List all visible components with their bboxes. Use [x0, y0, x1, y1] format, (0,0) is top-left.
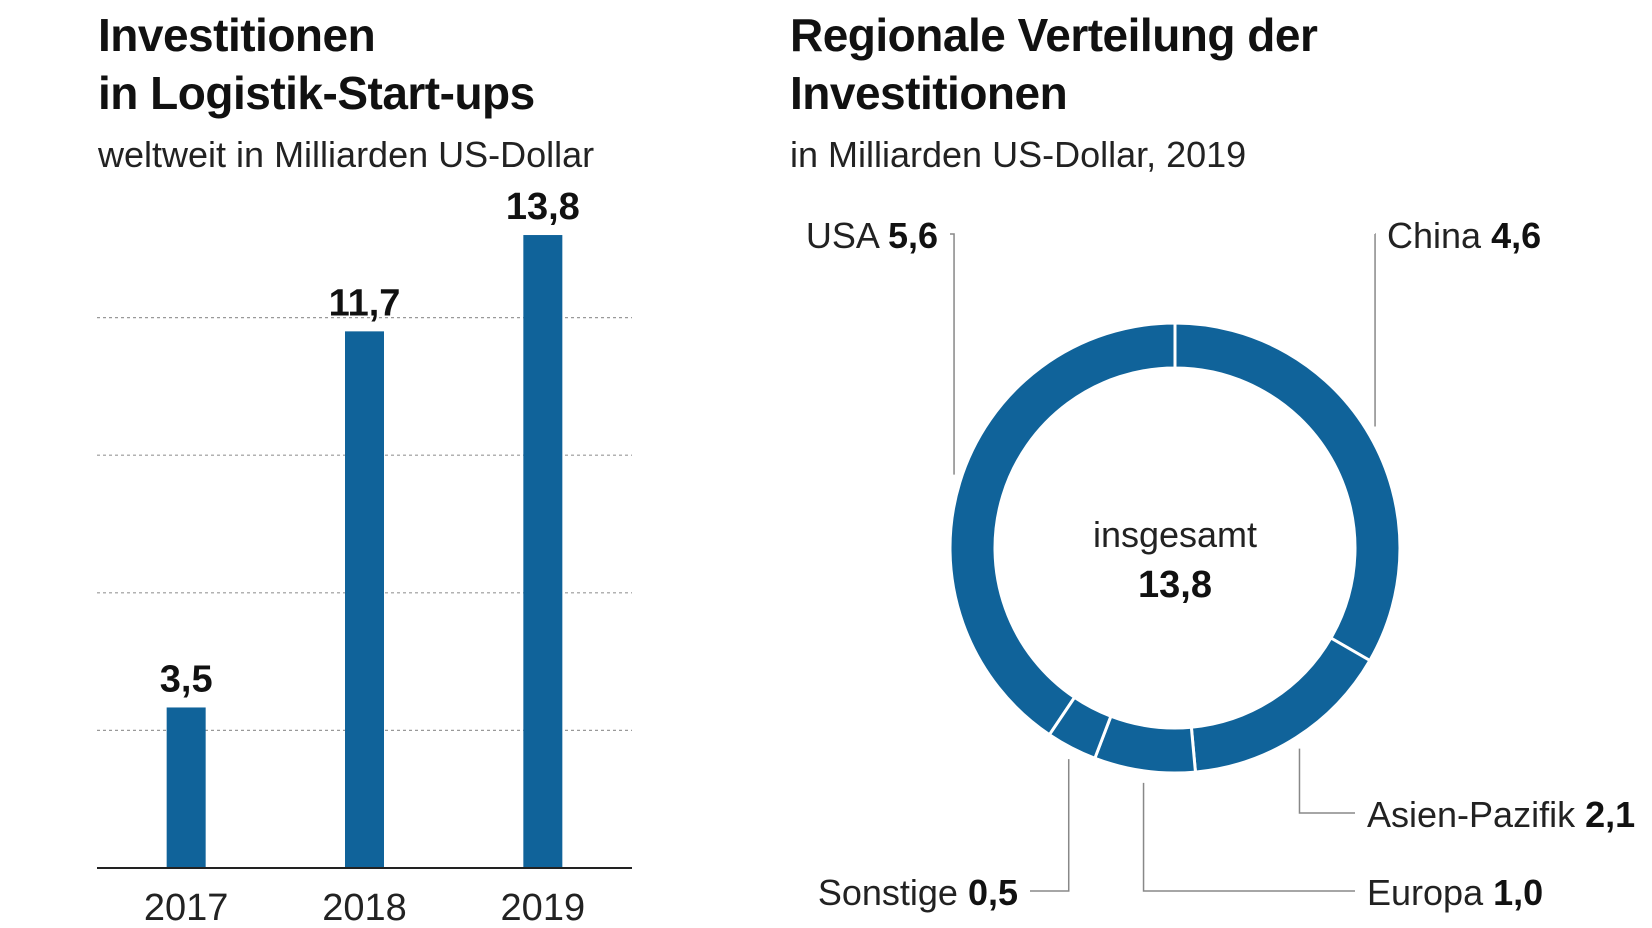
slice-name: USA — [806, 215, 888, 256]
x-tick-label: 2017 — [144, 887, 229, 928]
bar-value-label: 13,8 — [506, 186, 580, 228]
leader-line — [1142, 782, 1355, 892]
donut-slice-europa — [1092, 714, 1198, 775]
bar-value-label: 11,7 — [329, 282, 401, 324]
x-tick-label: 2018 — [322, 887, 407, 928]
bar-chart-title-line2: in Logistik-Start-ups — [98, 67, 535, 119]
bar-2017 — [166, 707, 206, 868]
donut-center-value: 13,8 — [1138, 564, 1212, 606]
slice-value: 1,0 — [1493, 872, 1543, 913]
slice-name: Sonstige — [818, 872, 968, 913]
donut-slice-asien-pazifik — [1189, 635, 1372, 774]
slice-label-asien-pazifik: Asien-Pazifik 2,1 — [1367, 794, 1635, 835]
donut-chart-title-line2: Investitionen — [790, 67, 1068, 119]
donut-slice-china — [1173, 321, 1402, 663]
leader-line — [1030, 759, 1070, 892]
slice-name: China — [1387, 215, 1491, 256]
bar-chart-title-line1: Investitionen — [98, 9, 376, 61]
slice-name: Asien-Pazifik — [1367, 794, 1585, 835]
leader-line — [1298, 748, 1355, 814]
donut-chart-subtitle: in Milliarden US-Dollar, 2019 — [790, 134, 1247, 175]
slice-label-usa: USA 5,6 — [806, 215, 938, 256]
donut-center-label: insgesamt — [1093, 514, 1257, 555]
donut-slice-sonstige — [1047, 695, 1113, 761]
slice-value: 0,5 — [968, 872, 1018, 913]
bar-value-label: 3,5 — [160, 658, 213, 700]
bar-chart-title: Investitionen in Logistik-Start-ups — [98, 6, 658, 122]
donut-chart-title: Regionale Verteilung der Investitionen — [790, 6, 1490, 122]
bar-chart-subtitle: weltweit in Milliarden US-Dollar — [98, 134, 595, 175]
slice-value: 4,6 — [1491, 215, 1541, 256]
slice-name: Europa — [1367, 872, 1493, 913]
slice-label-europa: Europa 1,0 — [1367, 872, 1543, 913]
slice-label-china: China 4,6 — [1387, 215, 1541, 256]
bar-2019 — [523, 235, 563, 869]
donut-chart-title-line1: Regionale Verteilung der — [790, 9, 1318, 61]
slice-value: 2,1 — [1585, 794, 1635, 835]
slice-value: 5,6 — [888, 215, 938, 256]
x-tick-label: 2019 — [501, 887, 586, 928]
bar-2018 — [345, 331, 384, 868]
leader-line — [950, 233, 955, 475]
slice-label-sonstige: Sonstige 0,5 — [818, 872, 1018, 913]
